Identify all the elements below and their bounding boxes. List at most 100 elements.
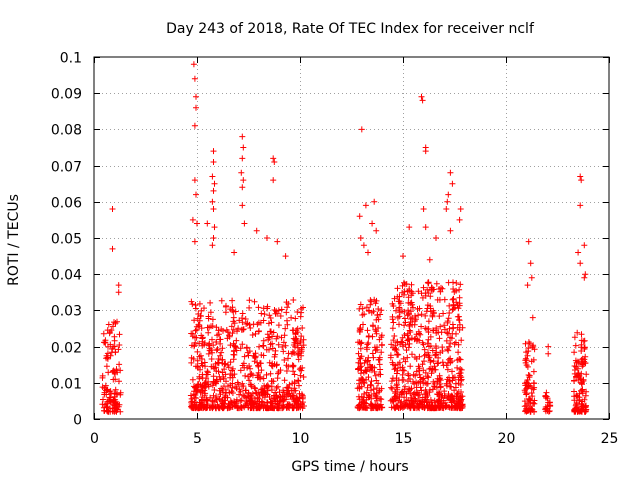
- y-tick-label: 0.09: [51, 87, 82, 103]
- data-point: [259, 386, 266, 393]
- data-point: [582, 408, 589, 415]
- data-point: [545, 399, 552, 406]
- data-point: [274, 333, 281, 340]
- data-point: [291, 379, 298, 386]
- data-point: [219, 356, 226, 363]
- data-point: [431, 383, 438, 390]
- data-point: [581, 396, 588, 403]
- data-point: [433, 280, 440, 287]
- data-point: [398, 398, 405, 405]
- data-point: [260, 337, 267, 344]
- data-point: [291, 402, 298, 409]
- data-point: [436, 396, 443, 403]
- data-point: [104, 407, 111, 414]
- data-point: [410, 403, 417, 409]
- data-point: [284, 304, 291, 311]
- data-point: [402, 319, 409, 326]
- data-point: [358, 363, 365, 370]
- data-point: [361, 380, 368, 386]
- data-point: [422, 325, 429, 332]
- data-point: [110, 396, 117, 403]
- data-point: [210, 363, 217, 370]
- data-point: [405, 294, 412, 301]
- data-point: [299, 401, 305, 408]
- data-point: [283, 299, 290, 306]
- data-point: [457, 281, 464, 288]
- data-point: [272, 347, 279, 354]
- data-point: [298, 333, 305, 340]
- data-point: [258, 310, 265, 317]
- data-point: [243, 321, 250, 327]
- data-point: [293, 336, 300, 342]
- data-point: [239, 155, 246, 162]
- data-point: [412, 313, 418, 319]
- data-point: [389, 325, 396, 332]
- data-point: [405, 344, 412, 351]
- data-point: [194, 387, 201, 394]
- data-point: [369, 220, 376, 227]
- data-point: [204, 404, 210, 411]
- data-point: [572, 357, 579, 364]
- data-point: [427, 293, 434, 300]
- data-point: [210, 187, 217, 194]
- data-point: [212, 394, 219, 401]
- data-point: [270, 155, 277, 162]
- data-point: [365, 333, 372, 339]
- data-point: [204, 368, 211, 375]
- data-point: [356, 384, 363, 391]
- data-point: [424, 380, 431, 387]
- data-point: [390, 337, 397, 344]
- data-point: [575, 370, 582, 376]
- data-point: [374, 346, 381, 353]
- data-point: [252, 385, 259, 392]
- data-point: [450, 295, 457, 302]
- data-point: [357, 326, 364, 333]
- data-point: [196, 353, 203, 360]
- data-point: [389, 385, 396, 392]
- data-point: [191, 75, 198, 82]
- data-point: [237, 397, 244, 404]
- data-point: [545, 343, 552, 350]
- data-point: [292, 335, 299, 342]
- data-point: [197, 313, 204, 320]
- data-point: [578, 341, 585, 348]
- data-point: [284, 384, 291, 391]
- data-point: [425, 374, 432, 381]
- data-point: [378, 307, 385, 314]
- data-point: [412, 354, 418, 361]
- y-tick-label: 0.05: [51, 232, 82, 248]
- data-point: [395, 351, 402, 358]
- data-point: [390, 361, 397, 368]
- data-point: [237, 345, 244, 352]
- data-point: [246, 321, 253, 328]
- data-point: [290, 327, 297, 334]
- data-point: [251, 298, 258, 305]
- data-point: [357, 364, 363, 371]
- data-point: [109, 408, 116, 415]
- data-point: [417, 384, 424, 391]
- data-point: [369, 405, 376, 411]
- data-point: [209, 323, 216, 329]
- data-point: [580, 378, 587, 384]
- data-point: [274, 238, 281, 245]
- data-point: [371, 198, 378, 205]
- data-point: [434, 296, 441, 303]
- data-point: [282, 253, 289, 260]
- data-point: [234, 328, 240, 335]
- y-axis-label: ROTI / TECUs: [6, 194, 22, 286]
- data-point: [218, 297, 225, 304]
- data-point: [428, 284, 435, 291]
- data-point: [572, 367, 578, 373]
- data-point: [250, 321, 257, 328]
- data-point: [239, 341, 246, 348]
- data-point: [451, 341, 458, 348]
- data-point: [104, 327, 111, 334]
- data-point: [256, 405, 262, 412]
- data-point: [229, 390, 236, 396]
- data-point: [456, 316, 462, 323]
- data-point: [401, 386, 408, 393]
- data-point: [230, 308, 237, 315]
- data-point: [440, 310, 447, 317]
- data-point: [357, 355, 364, 362]
- data-point: [366, 308, 373, 315]
